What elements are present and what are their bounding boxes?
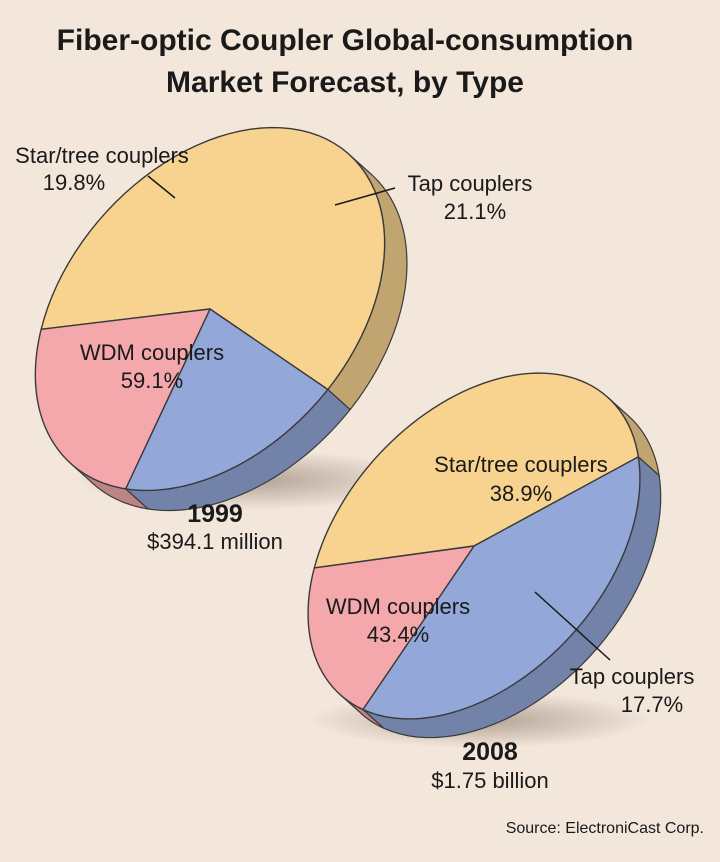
pie-1999-slice-tap bbox=[34, 308, 211, 490]
label-2008-wdm: WDM couplers bbox=[326, 594, 470, 619]
pct-2008-wdm: 43.4% bbox=[367, 622, 429, 647]
year-2008: 2008 bbox=[462, 738, 518, 766]
label-1999-tap: Tap couplers bbox=[408, 171, 533, 196]
pct-1999-wdm: 59.1% bbox=[121, 368, 183, 393]
pie-2008 bbox=[307, 372, 662, 748]
source-note: Source: ElectroniCast Corp. bbox=[506, 820, 704, 837]
pct-1999-star-tree: 19.8% bbox=[43, 170, 105, 195]
pie-1999-slice-wdm bbox=[40, 126, 386, 391]
chart-title-line-1: Fiber-optic Coupler Global-consumption bbox=[57, 24, 634, 57]
pct-2008-star-tree: 38.9% bbox=[490, 481, 552, 506]
label-2008-tap: Tap couplers bbox=[570, 664, 695, 689]
pct-1999-tap: 21.1% bbox=[444, 199, 506, 224]
pie-2008-slice-tap bbox=[307, 545, 475, 711]
leader-1999-tap bbox=[334, 187, 396, 206]
pie-2008-slice-star-tree bbox=[362, 456, 641, 720]
label-2008-star-tree: Star/tree couplers bbox=[434, 452, 608, 477]
total-2008: $1.75 billion bbox=[431, 768, 548, 793]
pie-1999 bbox=[34, 126, 425, 512]
pie-2008-slice-wdm bbox=[313, 372, 640, 569]
leader-2008-tap bbox=[534, 591, 611, 661]
label-1999-star-tree: Star/tree couplers bbox=[15, 143, 189, 168]
year-1999: 1999 bbox=[187, 500, 243, 528]
total-1999: $394.1 million bbox=[147, 529, 283, 554]
pct-2008-tap: 17.7% bbox=[621, 692, 683, 717]
pie-1999-slice-star-tree bbox=[124, 308, 329, 492]
leader-1999-star-tree bbox=[147, 175, 176, 199]
chart-title-line-2: Market Forecast, by Type bbox=[166, 66, 524, 99]
label-1999-wdm: WDM couplers bbox=[80, 340, 224, 365]
